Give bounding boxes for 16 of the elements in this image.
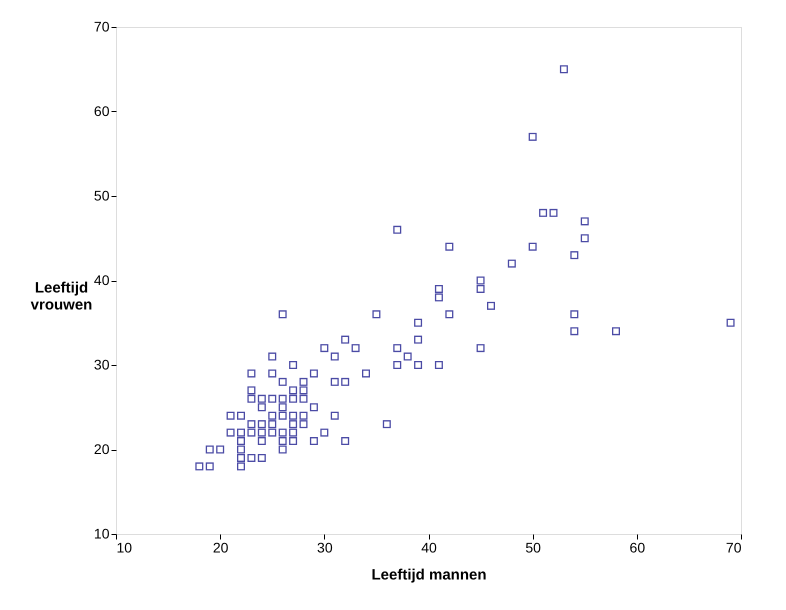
y-tick-label: 10 — [94, 526, 110, 542]
y-tick-label: 60 — [94, 103, 110, 119]
x-tick-label: 60 — [630, 540, 646, 556]
y-tick-label: 20 — [94, 441, 110, 457]
y-axis-title: Leeftijd vrouwen — [30, 280, 92, 314]
y-tick-label: 30 — [94, 356, 110, 372]
x-tick-label: 30 — [317, 540, 333, 556]
y-tick-label: 40 — [94, 272, 110, 288]
x-tick-label: 20 — [212, 540, 229, 556]
y-tick-label: 70 — [94, 18, 110, 34]
x-tick-label: 10 — [116, 540, 132, 556]
x-tick-label: 70 — [726, 540, 742, 556]
x-tick-label: 50 — [525, 540, 542, 556]
y-tick-label: 50 — [94, 188, 110, 204]
x-tick-label: 40 — [421, 540, 437, 556]
x-axis-title: Leeftijd mannen — [371, 566, 487, 584]
